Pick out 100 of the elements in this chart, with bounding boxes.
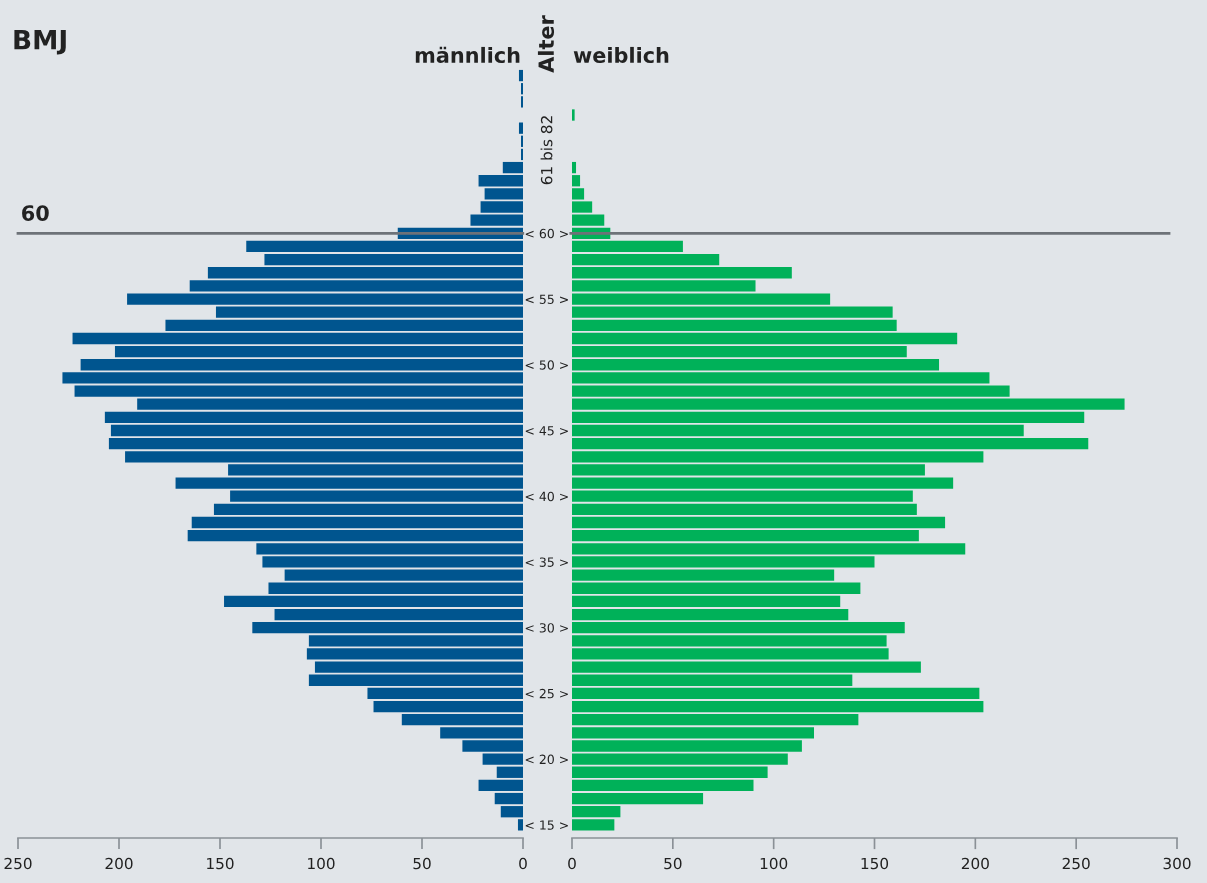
bar <box>520 135 523 147</box>
y-tick-label: < 40 > <box>525 491 568 502</box>
ref-line-label: 60 <box>22 205 49 221</box>
bar <box>246 240 523 253</box>
bar <box>308 635 523 647</box>
bar <box>572 700 984 713</box>
bar <box>104 411 523 423</box>
bar <box>274 608 523 621</box>
text: weiblich <box>573 46 669 64</box>
bar <box>572 267 792 279</box>
bar <box>440 727 523 739</box>
bar <box>572 398 1125 410</box>
y-tick-label: < 25 > <box>525 688 568 699</box>
x-tick-label: 300 <box>1163 857 1191 870</box>
bar <box>572 582 861 594</box>
bar <box>572 530 919 542</box>
bar <box>572 306 893 318</box>
bar <box>572 214 605 226</box>
bar <box>572 595 841 608</box>
bar <box>137 398 523 410</box>
bar <box>373 700 523 713</box>
bar <box>572 714 859 726</box>
bar <box>252 622 523 634</box>
bar <box>572 516 946 529</box>
bar <box>572 253 720 266</box>
bar <box>572 622 905 634</box>
x-tick-label: 0 <box>568 857 576 870</box>
bar <box>215 306 523 318</box>
bar <box>264 253 523 266</box>
bar <box>114 345 523 358</box>
bar <box>207 267 523 279</box>
bar <box>268 582 523 594</box>
bar <box>478 779 523 792</box>
bar <box>520 148 523 161</box>
y-tick-label: < 15 > <box>525 820 568 830</box>
text: 61 bis 82 <box>540 116 553 185</box>
bar <box>572 451 984 463</box>
bar <box>191 516 523 529</box>
bar <box>572 490 913 502</box>
x-tick-label: 200 <box>961 857 989 870</box>
bar <box>502 161 523 174</box>
y-tick-label: < 35 > <box>525 557 568 567</box>
y-tick-label: < 20 > <box>525 754 568 765</box>
bar <box>572 175 581 187</box>
bar <box>572 359 940 371</box>
bar <box>572 727 814 739</box>
bar <box>520 83 523 95</box>
bar <box>72 332 523 345</box>
y-tick-label: < 55 > <box>525 294 568 304</box>
bar <box>572 766 768 778</box>
y-axis-title: Alter <box>537 15 555 73</box>
bar <box>572 109 575 121</box>
bar <box>496 766 523 778</box>
x-tick-label: 250 <box>4 857 32 870</box>
bar <box>572 543 966 555</box>
bar <box>572 424 1024 437</box>
bar <box>165 319 523 331</box>
x-tick-label: 50 <box>413 857 431 870</box>
bar <box>470 214 523 226</box>
bar <box>572 332 958 345</box>
bar <box>80 359 523 371</box>
bar <box>187 530 523 542</box>
bar <box>572 240 683 253</box>
bar <box>230 490 523 502</box>
bar <box>256 543 523 555</box>
y-tick-label: < 30 > <box>525 623 568 633</box>
bar <box>572 437 1089 450</box>
bar <box>572 819 615 831</box>
y-tick-label: < 50 > <box>525 360 568 370</box>
bar <box>500 806 523 818</box>
x-tick-label: 250 <box>1062 857 1090 870</box>
bar <box>108 437 523 450</box>
x-tick-label: 100 <box>760 857 788 870</box>
bar <box>572 806 621 818</box>
bar <box>478 175 523 187</box>
bar <box>572 674 853 686</box>
bar <box>572 792 704 805</box>
series-label: männlich <box>415 46 520 64</box>
bar <box>125 451 523 463</box>
bar <box>518 69 523 82</box>
y-tick-label: < 60 > <box>525 228 568 239</box>
x-tick-label: 0 <box>519 857 527 870</box>
bar <box>572 161 577 174</box>
bar <box>572 635 887 647</box>
chart-title: BMJ <box>14 30 66 55</box>
x-tick-label: 200 <box>105 857 133 870</box>
x-tick-label: 50 <box>664 857 682 870</box>
y-tick-label: < 45 > <box>525 426 568 436</box>
bar <box>572 779 754 792</box>
bar <box>520 96 523 108</box>
bar <box>517 819 523 831</box>
bar <box>213 503 523 516</box>
bar <box>494 792 523 805</box>
bar <box>224 595 523 608</box>
bar <box>308 674 523 686</box>
bar <box>518 122 523 134</box>
bar <box>572 319 897 331</box>
bar <box>572 345 907 358</box>
bar <box>367 687 523 700</box>
x-tick-label: 150 <box>861 857 889 870</box>
